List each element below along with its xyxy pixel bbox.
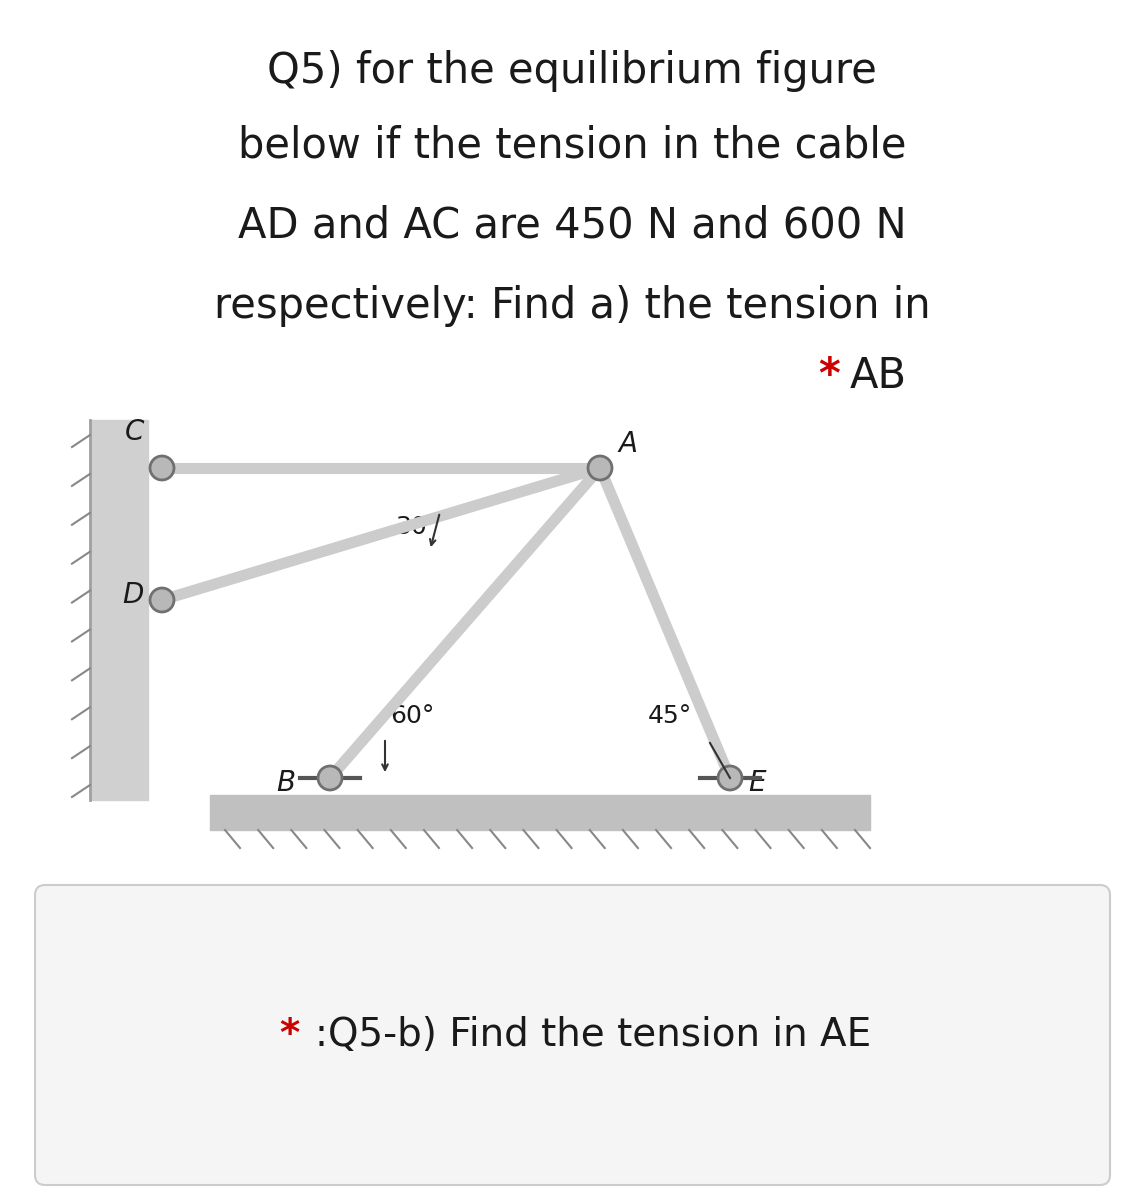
Text: A: A: [618, 430, 637, 458]
Text: D: D: [123, 581, 144, 608]
FancyBboxPatch shape: [35, 886, 1110, 1186]
Text: :Q5-b) Find the tension in AE: :Q5-b) Find the tension in AE: [315, 1016, 871, 1054]
Text: 30°: 30°: [395, 515, 440, 539]
Text: AD and AC are 450 N and 600 N: AD and AC are 450 N and 600 N: [238, 205, 907, 247]
Circle shape: [589, 456, 611, 480]
Text: 45°: 45°: [648, 704, 693, 728]
Circle shape: [718, 766, 742, 790]
Circle shape: [150, 588, 174, 612]
Text: Q5) for the equilibrium figure: Q5) for the equilibrium figure: [267, 50, 877, 92]
Text: C: C: [125, 418, 144, 446]
Bar: [90, 420, 148, 800]
Text: *: *: [279, 1016, 300, 1054]
Text: AB: AB: [850, 355, 907, 397]
Text: E: E: [748, 769, 766, 797]
Text: B: B: [276, 769, 295, 797]
Text: below if the tension in the cable: below if the tension in the cable: [238, 125, 906, 167]
Text: respectively: Find a) the tension in: respectively: Find a) the tension in: [214, 284, 930, 326]
Text: 60°: 60°: [390, 704, 434, 728]
Circle shape: [150, 456, 174, 480]
Text: *: *: [819, 355, 840, 397]
Bar: [210, 794, 870, 830]
Circle shape: [318, 766, 342, 790]
